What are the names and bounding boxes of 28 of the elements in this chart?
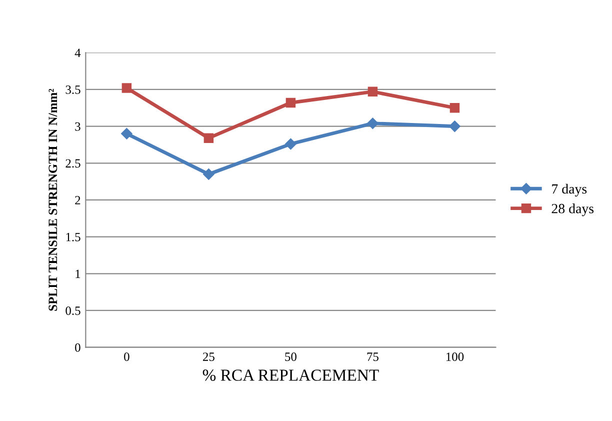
point xyxy=(449,120,460,132)
y-axis-title: SPLIT TENSILE STRENGTH IN N/mm² xyxy=(48,88,58,311)
y-tick-label: 0 xyxy=(75,343,80,352)
y-tick-label: 3.5 xyxy=(66,86,80,94)
x-tick-label: 50 xyxy=(285,352,296,361)
x-tick-label: 25 xyxy=(202,352,214,361)
point xyxy=(286,98,296,108)
legend-label: 7 days xyxy=(552,184,587,197)
legend-label: 28 days xyxy=(552,204,594,216)
y-tick-label: 0.5 xyxy=(66,306,80,315)
x-axis-title: % RCA REPLACEMENT xyxy=(202,370,379,381)
point xyxy=(204,133,214,143)
y-tick-label: 3 xyxy=(75,122,80,131)
x-tick-label: 75 xyxy=(367,352,378,361)
point xyxy=(450,103,460,113)
point xyxy=(122,83,132,93)
point xyxy=(285,138,296,150)
y-tick-label: 1.5 xyxy=(66,232,80,242)
point xyxy=(121,128,132,140)
x-tick-label: 100 xyxy=(446,352,464,361)
y-tick-label: 2.5 xyxy=(66,159,80,168)
point xyxy=(203,168,214,180)
point xyxy=(367,118,378,129)
x-tick-label: 0 xyxy=(124,352,130,361)
y-tick-label: 2 xyxy=(75,196,80,204)
point xyxy=(368,86,378,97)
y-tick-label: 4 xyxy=(74,48,81,57)
y-tick-label: 1 xyxy=(76,270,80,278)
